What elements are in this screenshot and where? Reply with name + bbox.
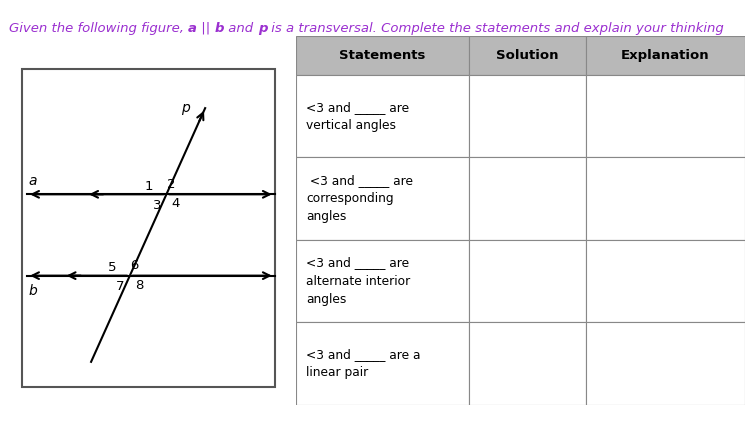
- FancyBboxPatch shape: [296, 36, 469, 75]
- Text: and: and: [224, 22, 258, 35]
- Text: Statements: Statements: [340, 49, 426, 62]
- Text: 4: 4: [172, 198, 180, 210]
- Text: 5: 5: [108, 261, 116, 274]
- FancyBboxPatch shape: [469, 157, 586, 240]
- FancyBboxPatch shape: [296, 322, 469, 405]
- FancyBboxPatch shape: [469, 36, 586, 75]
- Text: <3 and _____ are a
linear pair: <3 and _____ are a linear pair: [306, 348, 421, 379]
- FancyBboxPatch shape: [469, 75, 586, 157]
- FancyBboxPatch shape: [586, 157, 745, 240]
- FancyBboxPatch shape: [469, 322, 586, 405]
- Text: <3 and _____ are
corresponding
angles: <3 and _____ are corresponding angles: [306, 174, 413, 223]
- Text: Solution: Solution: [496, 49, 559, 62]
- FancyBboxPatch shape: [22, 69, 274, 387]
- FancyBboxPatch shape: [296, 157, 469, 240]
- Text: b: b: [214, 22, 224, 35]
- Text: p: p: [258, 22, 267, 35]
- Text: 3: 3: [153, 199, 161, 212]
- FancyBboxPatch shape: [586, 322, 745, 405]
- Text: 8: 8: [135, 279, 143, 292]
- FancyBboxPatch shape: [469, 240, 586, 322]
- Text: is a transversal. Complete the statements and explain your thinking: is a transversal. Complete the statement…: [267, 22, 724, 35]
- Text: 7: 7: [116, 280, 124, 293]
- Text: 2: 2: [167, 178, 176, 191]
- Text: 6: 6: [130, 259, 139, 273]
- Text: <3 and _____ are
vertical angles: <3 and _____ are vertical angles: [306, 101, 410, 132]
- Text: p: p: [182, 101, 190, 115]
- FancyBboxPatch shape: [296, 240, 469, 322]
- FancyBboxPatch shape: [586, 36, 745, 75]
- FancyBboxPatch shape: [296, 75, 469, 157]
- Text: Explanation: Explanation: [621, 49, 710, 62]
- FancyBboxPatch shape: [586, 240, 745, 322]
- Text: a: a: [28, 175, 37, 188]
- Text: a: a: [188, 22, 197, 35]
- Text: b: b: [28, 284, 38, 298]
- Text: 1: 1: [145, 180, 153, 193]
- Text: Given the following figure,: Given the following figure,: [9, 22, 188, 35]
- FancyBboxPatch shape: [586, 75, 745, 157]
- Text: <3 and _____ are
alternate interior
angles: <3 and _____ are alternate interior angl…: [306, 256, 410, 305]
- Text: ||: ||: [197, 22, 214, 35]
